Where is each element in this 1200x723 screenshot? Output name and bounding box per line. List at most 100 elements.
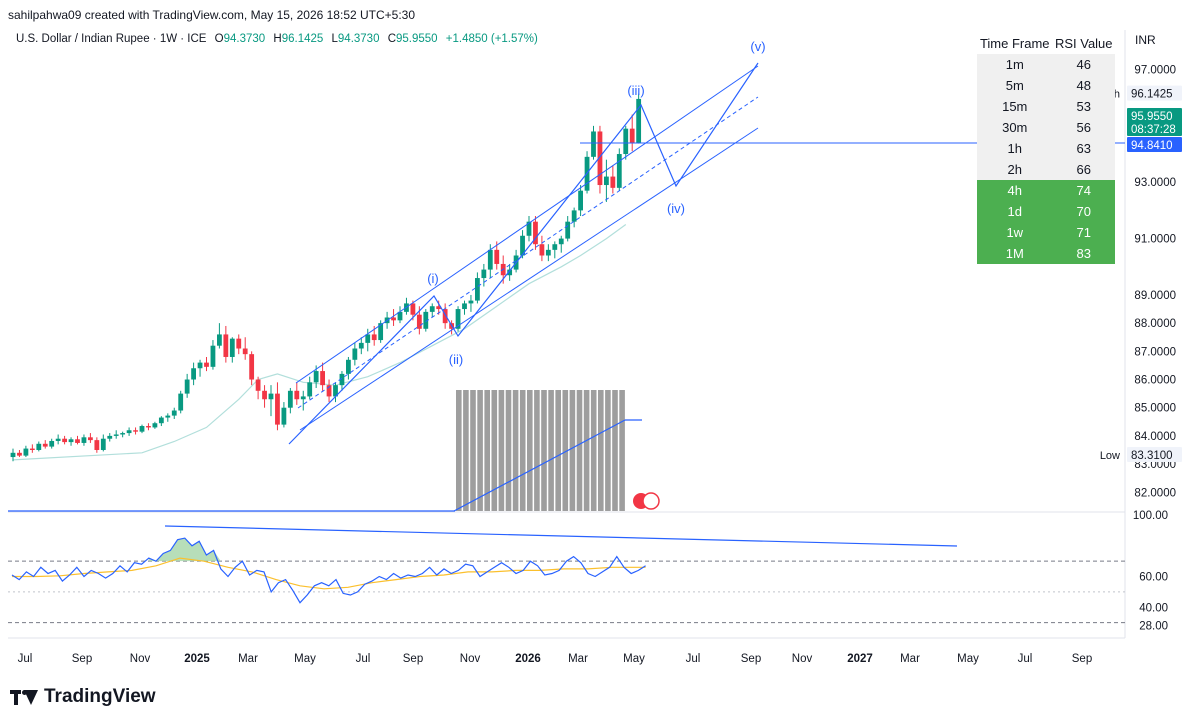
channel-upper-line bbox=[295, 65, 759, 384]
rsi-value-cell: 66 bbox=[1052, 159, 1115, 180]
volume-profile-bar bbox=[555, 390, 561, 511]
time-axis-tick: Nov bbox=[130, 653, 151, 665]
candle-body bbox=[416, 314, 422, 329]
rsi-value-cell: 71 bbox=[1052, 222, 1115, 243]
channel-lower-line bbox=[299, 127, 759, 431]
candle-body bbox=[262, 390, 267, 400]
price-axis-tick: 83.0000 bbox=[1134, 459, 1176, 471]
rsi-timeframe-cell: 30m bbox=[977, 117, 1053, 138]
price-axis-tick: 82.0000 bbox=[1134, 487, 1176, 499]
candle-body bbox=[217, 334, 222, 346]
rsi-value-cell: 56 bbox=[1052, 117, 1115, 138]
rsi-table-header-timeframe: Time Frame bbox=[977, 33, 1053, 54]
time-axis-tick: Sep bbox=[1072, 653, 1092, 665]
time-axis-tick: May bbox=[957, 653, 979, 665]
rsi-value-cell: 53 bbox=[1052, 96, 1115, 117]
low-label-text: Low bbox=[1100, 450, 1120, 462]
low-value: 94.3730 bbox=[337, 33, 380, 45]
time-axis-tick: Mar bbox=[568, 653, 588, 665]
candle-body bbox=[88, 437, 93, 441]
bar-countdown: 08:37:28 bbox=[1131, 124, 1176, 136]
tradingview-logo[interactable]: TradingView bbox=[10, 686, 156, 708]
last-price-value: 95.9550 bbox=[1131, 111, 1173, 123]
candle-body bbox=[391, 317, 396, 321]
time-axis-tick: Sep bbox=[741, 653, 761, 665]
price-axis-tick: 86.0000 bbox=[1134, 375, 1176, 387]
low-price-value: 83.3100 bbox=[1131, 450, 1173, 462]
candle-body bbox=[294, 390, 300, 400]
price-axis-tick: 97.0000 bbox=[1134, 64, 1176, 76]
volume-profile-bar bbox=[456, 390, 462, 511]
candle-body bbox=[158, 417, 164, 424]
candle-body bbox=[184, 379, 190, 394]
volume-profile-bar bbox=[590, 390, 597, 511]
time-axis-tick: 2025 bbox=[184, 653, 210, 665]
candle-body bbox=[545, 249, 551, 256]
candle-body bbox=[55, 438, 61, 441]
close-label: C bbox=[387, 33, 396, 45]
tradingview-logo-icon bbox=[10, 689, 38, 705]
rsi-timeframe-cell: 1M bbox=[977, 243, 1053, 264]
candle-body bbox=[610, 176, 616, 188]
time-axis-tick: Nov bbox=[792, 653, 813, 665]
candle-body bbox=[152, 423, 158, 428]
candle-body bbox=[481, 269, 487, 279]
time-axis-tick: Mar bbox=[238, 653, 258, 665]
candle-body bbox=[378, 323, 384, 341]
wave-label: (ii) bbox=[449, 352, 463, 367]
symbol-title: U.S. Dollar / Indian Rupee · 1W · ICE bbox=[16, 33, 207, 45]
time-axis-tick: May bbox=[623, 653, 645, 665]
candle-body bbox=[113, 434, 119, 436]
volume-profile-bar bbox=[583, 390, 590, 511]
price-axis-tick: 87.0000 bbox=[1134, 346, 1176, 358]
currency-label: INR bbox=[1135, 33, 1156, 47]
price-axis-tick: 89.0000 bbox=[1134, 290, 1176, 302]
candle-body bbox=[68, 439, 74, 443]
candle-body bbox=[210, 345, 216, 367]
candle-body bbox=[204, 362, 209, 367]
channel-midline bbox=[297, 96, 759, 409]
candle-body bbox=[49, 440, 55, 447]
volume-profile-bar bbox=[562, 390, 569, 511]
candle-body bbox=[36, 443, 42, 450]
volume-profile-bar bbox=[512, 390, 519, 511]
time-axis-tick: Jul bbox=[1018, 653, 1033, 665]
candle-body bbox=[539, 244, 545, 256]
candle-body bbox=[275, 393, 280, 425]
candle-body bbox=[197, 362, 203, 369]
price-axis-tick: 93.0000 bbox=[1134, 177, 1176, 189]
rsi-timeframe-cell: 15m bbox=[977, 96, 1053, 117]
candle-body bbox=[223, 334, 229, 357]
candle-body bbox=[487, 249, 493, 270]
candle-body bbox=[320, 371, 325, 386]
volume-profile-bar bbox=[470, 390, 476, 511]
candle-body bbox=[333, 385, 338, 397]
rsi-table-body: 1m 46 5m 48 15m 53 30m 56 1h 63 2h 66 4h 74 1d 70 1w 71 1M… bbox=[977, 54, 1115, 264]
rsi-timeframe-cell: 5m bbox=[977, 75, 1053, 96]
volume-profile-bar bbox=[541, 390, 547, 511]
volume-profile-bar bbox=[576, 390, 583, 511]
rsi-value-cell: 74 bbox=[1052, 180, 1115, 201]
open-value: 94.3730 bbox=[223, 33, 266, 45]
candle-body bbox=[397, 311, 403, 321]
candle-body bbox=[533, 221, 538, 245]
candle-body bbox=[281, 407, 287, 425]
candle-body bbox=[94, 440, 100, 450]
rsi-timeframe-cell: 1h bbox=[977, 138, 1053, 159]
rsi-overbought-fill bbox=[148, 538, 221, 562]
rsi-table-row: 15m 53 bbox=[977, 96, 1115, 117]
time-axis-tick: Sep bbox=[72, 653, 92, 665]
candle-body bbox=[591, 131, 596, 157]
candle-body bbox=[255, 379, 261, 391]
candle-body bbox=[520, 235, 525, 256]
rsi-axis-tick: 40.00 bbox=[1139, 602, 1168, 614]
candle-body bbox=[120, 433, 126, 435]
volume-profile-bar bbox=[598, 390, 604, 511]
candle-body bbox=[552, 244, 558, 250]
rsi-table-row: 5m 48 bbox=[977, 75, 1115, 96]
time-axis-tick: Jul bbox=[18, 653, 33, 665]
time-axis-tick: Nov bbox=[460, 653, 481, 665]
rsi-table-header-rsi: RSI Value bbox=[1052, 33, 1115, 54]
candle-body bbox=[178, 393, 184, 411]
